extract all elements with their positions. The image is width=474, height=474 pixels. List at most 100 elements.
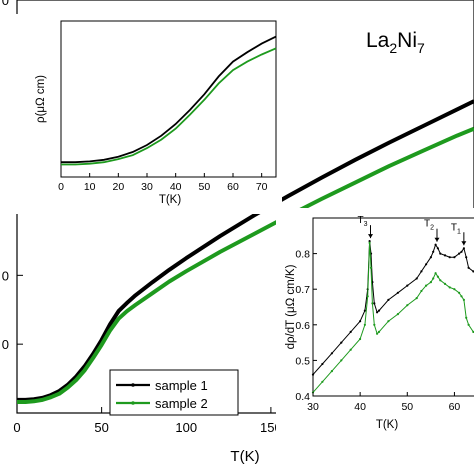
- inset-b-point: [373, 302, 376, 305]
- inset-b-point: [377, 330, 381, 333]
- inset-b-x-tick-label: 40: [354, 401, 366, 413]
- main-x-tick-label: 50: [94, 420, 108, 435]
- transition-label: T1: [451, 222, 461, 235]
- main-y-tick-label: 0: [2, 268, 9, 283]
- inset-b-point: [406, 284, 409, 287]
- compound-label-base2: Ni: [397, 29, 417, 52]
- inset-b-y-tick-label: 0.7: [295, 284, 310, 296]
- inset-a-series-line-2: [61, 47, 277, 166]
- inset-b-point: [453, 256, 456, 259]
- legend-label-sample2: sample 2: [155, 396, 208, 411]
- inset-a-x-tick-label: 20: [112, 181, 124, 193]
- inset-b-point: [368, 240, 371, 243]
- inset-b-point: [376, 311, 379, 314]
- main-y-tick-label: 0: [2, 337, 9, 352]
- inset-b-point: [349, 330, 352, 333]
- inset-b-point: [415, 297, 418, 300]
- inset-a-x-tick-label: 0: [58, 181, 64, 193]
- inset-b-y-tick-label: 0.5: [295, 355, 310, 367]
- transition-arrow-head: [434, 237, 440, 242]
- inset-b-series-group: [311, 240, 474, 394]
- inset-b-point: [436, 275, 439, 278]
- inset-b-point: [340, 359, 343, 362]
- inset-b-y-tick-label: 0.8: [295, 249, 310, 261]
- inset-a-x-axis-title: T(K): [159, 194, 182, 206]
- legend-label-sample1: sample 1: [155, 378, 208, 393]
- inset-b-point: [453, 288, 456, 291]
- inset-b-point: [396, 313, 399, 316]
- legend-frame: [109, 369, 239, 416]
- inset-b-point: [436, 247, 439, 250]
- inset-b-x-tick-label: 60: [449, 401, 461, 413]
- inset-b-point: [363, 323, 366, 326]
- inset-a-x-tick-label: 60: [227, 181, 239, 193]
- inset-b-point: [460, 250, 463, 253]
- inset-b-point: [462, 298, 465, 301]
- inset-b-point: [406, 304, 409, 307]
- main-legend: sample 1 sample 2: [109, 369, 239, 416]
- legend-marker-sample1: [131, 383, 135, 387]
- main-series-group: [17, 99, 474, 404]
- inset-b-point: [376, 332, 379, 335]
- inset-b-point: [420, 289, 423, 293]
- inset-b-point: [432, 250, 435, 253]
- inset-a-x-tick-label: 30: [141, 181, 153, 193]
- transition-label: T3: [357, 215, 367, 228]
- inset-b-point: [458, 252, 461, 255]
- inset-a-x-tick-label: 40: [170, 181, 182, 193]
- inset-b-point: [429, 256, 432, 259]
- inset-a-frame: [60, 20, 277, 178]
- inset-b-point: [439, 252, 442, 255]
- inset-a-series-group: [61, 35, 277, 166]
- inset-b-x-axis-title: T(K): [376, 419, 399, 431]
- inset-b-point: [439, 279, 442, 282]
- transition-arrow-head: [368, 234, 374, 239]
- inset-b-point: [349, 348, 352, 351]
- inset-b-point: [429, 281, 432, 284]
- inset-b-y-tick-label: 0.4: [295, 391, 310, 403]
- inset-b-y-axis: 0.4 0.5 0.6 0.7 0.8: [295, 249, 317, 403]
- inset-b-point: [443, 282, 447, 285]
- inset-b-point: [321, 380, 324, 383]
- inset-b-point: [369, 266, 373, 269]
- inset-b-point: [443, 254, 447, 257]
- inset-b-x-tick-label: 30: [307, 401, 319, 413]
- inset-b-y-tick-label: 0.6: [295, 320, 310, 332]
- inset-b-point: [432, 277, 435, 280]
- inset-b-point: [448, 286, 451, 289]
- inset-low-temperature-plot: 0 10 20 30 40 50 60 70 T(K) ρ(μΩ cm): [0, 14, 282, 214]
- transition-arrow-head: [461, 241, 467, 246]
- inset-a-x-axis: 0 10 20 30 40 50 60 70: [58, 173, 268, 193]
- main-series-line-2: [17, 126, 474, 404]
- inset-b-point: [373, 323, 376, 326]
- inset-b-point: [363, 309, 366, 312]
- transition-label: T2: [424, 219, 434, 232]
- transition-label-sub: 3: [364, 221, 368, 228]
- inset-b-point: [359, 337, 362, 341]
- inset-b-point: [330, 352, 333, 355]
- compound-label-base1: La: [366, 29, 390, 52]
- inset-b-y-axis-title: dρ/dT (μΩ cm/K): [285, 264, 297, 349]
- inset-a-y-axis-title: ρ(μΩ cm): [35, 75, 47, 123]
- inset-b-point: [467, 323, 470, 326]
- inset-b-point: [460, 295, 463, 298]
- inset-b-point: [330, 370, 333, 373]
- inset-b-frame: [312, 217, 474, 397]
- inset-b-point: [434, 243, 437, 246]
- compound-label-sub2: 7: [417, 40, 425, 56]
- transition-label-sub: 2: [430, 225, 434, 232]
- transition-label-base: T: [357, 215, 363, 226]
- inset-b-point: [321, 362, 324, 366]
- inset-b-point: [396, 291, 399, 294]
- inset-b-point: [359, 320, 362, 323]
- inset-b-point: [366, 295, 369, 298]
- inset-a-x-tick-label: 70: [256, 181, 268, 193]
- inset-a-x-tick-label: 10: [84, 181, 96, 193]
- inset-b-point: [340, 341, 343, 344]
- inset-a-series-line-1: [61, 35, 277, 164]
- main-series-line-1: [17, 99, 474, 402]
- inset-b-point: [465, 316, 468, 319]
- inset-b-point: [387, 298, 390, 301]
- main-x-axis-title: T(K): [230, 448, 259, 465]
